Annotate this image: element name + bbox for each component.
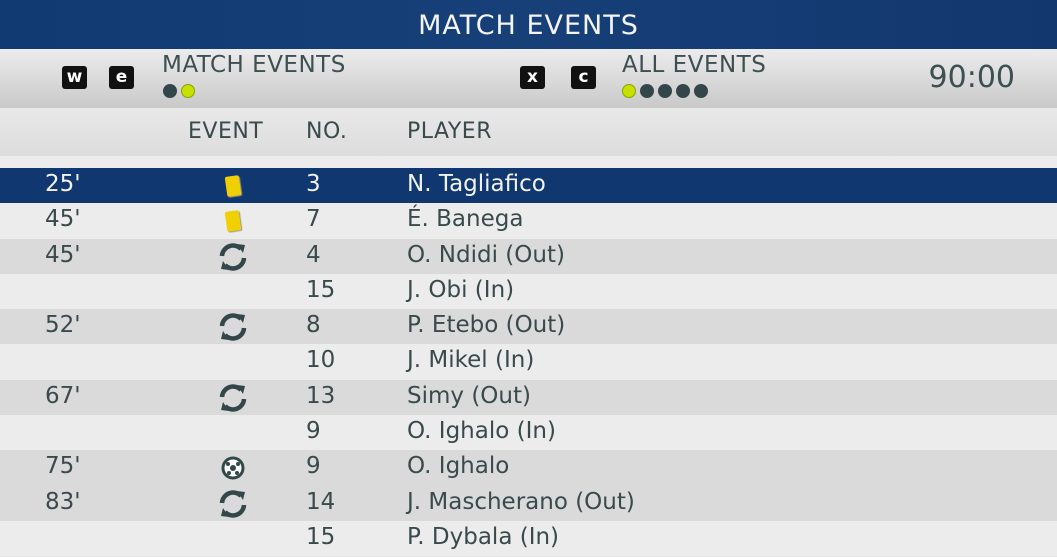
page-dot	[640, 84, 654, 98]
player-number: 7	[306, 206, 321, 233]
player-name: N. Tagliafico	[407, 171, 546, 197]
event-minute: 75'	[45, 453, 81, 480]
player-number: 9	[306, 418, 321, 445]
empty-event	[216, 525, 250, 553]
event-row[interactable]: 75' 9 O. Ighalo	[0, 450, 1057, 486]
goal-icon	[216, 454, 250, 482]
player-number: 13	[306, 382, 336, 409]
event-minute: 45'	[45, 241, 81, 268]
player-number: 15	[306, 523, 336, 550]
player-number: 8	[306, 312, 321, 339]
player-number: 4	[306, 241, 321, 268]
key-x-button[interactable]: x	[520, 66, 545, 89]
page-dot	[676, 84, 690, 98]
page-title: MATCH EVENTS	[0, 0, 1057, 49]
event-minute: 67'	[45, 382, 81, 409]
player-number: 3	[306, 171, 321, 197]
events-list: 25' 3 N. Tagliafico 45' 7 É. Banega 45' 4 …	[0, 168, 1057, 557]
event-row[interactable]: 15 P. Dybala (In)	[0, 520, 1057, 557]
event-row[interactable]: 25' 3 N. Tagliafico	[0, 168, 1057, 204]
event-row[interactable]: 67' 13 Simy (Out)	[0, 379, 1057, 416]
divider	[0, 156, 1057, 168]
player-name: J. Mascherano (Out)	[407, 488, 635, 515]
match-clock: 90:00	[928, 60, 1015, 95]
all-events-filter[interactable]: ALL EVENTS	[622, 52, 767, 78]
key-e-button[interactable]: e	[109, 66, 134, 89]
player-name: J. Obi (In)	[407, 276, 515, 303]
yellow-card-icon	[216, 172, 250, 200]
player-name: É. Banega	[407, 206, 524, 233]
column-no: NO.	[306, 119, 348, 144]
player-name: Simy (Out)	[407, 382, 531, 409]
event-row[interactable]: 83' 14 J. Mascherano (Out)	[0, 485, 1057, 521]
substitution-icon	[216, 242, 250, 271]
page-dot	[163, 84, 177, 98]
event-minute: 52'	[45, 312, 81, 339]
player-number: 9	[306, 453, 321, 480]
substitution-icon	[216, 384, 250, 412]
player-number: 10	[306, 347, 336, 374]
event-row[interactable]: 10 J. Mikel (In)	[0, 344, 1057, 380]
key-w-button[interactable]: w	[62, 66, 87, 89]
table-header: EVENT NO. PLAYER	[0, 108, 1057, 156]
player-name: O. Ndidi (Out)	[407, 241, 565, 268]
event-row[interactable]: 15 J. Obi (In)	[0, 273, 1057, 310]
event-minute: 83'	[45, 488, 81, 515]
event-row[interactable]: 9 O. Ighalo (In)	[0, 415, 1057, 451]
all-events-page-dots	[622, 84, 708, 98]
page-dot	[694, 84, 708, 98]
column-player: PLAYER	[407, 119, 492, 144]
substitution-icon	[216, 490, 250, 518]
page-dot	[622, 84, 636, 98]
empty-event	[216, 278, 250, 306]
event-minute: 25'	[45, 171, 81, 197]
match-events-filter[interactable]: MATCH EVENTS	[162, 52, 346, 78]
column-event: EVENT	[188, 119, 264, 144]
player-name: P. Etebo (Out)	[407, 312, 566, 339]
player-name: P. Dybala (In)	[407, 523, 560, 550]
match-events-page-dots	[163, 84, 195, 98]
player-name: J. Mikel (In)	[407, 347, 535, 374]
empty-event	[216, 348, 250, 376]
player-number: 14	[306, 488, 336, 515]
event-row[interactable]: 45' 7 É. Banega	[0, 203, 1057, 239]
player-name: O. Ighalo	[407, 453, 510, 480]
event-minute: 45'	[45, 206, 81, 233]
player-name: O. Ighalo (In)	[407, 418, 556, 445]
event-row[interactable]: 45' 4 O. Ndidi (Out)	[0, 238, 1057, 274]
page-dot	[181, 84, 195, 98]
event-row[interactable]: 52' 8 P. Etebo (Out)	[0, 309, 1057, 345]
key-c-button[interactable]: c	[571, 66, 596, 89]
substitution-icon	[216, 313, 250, 341]
yellow-card-icon	[216, 207, 250, 235]
page-dot	[658, 84, 672, 98]
player-number: 15	[306, 276, 336, 303]
empty-event	[216, 419, 250, 447]
